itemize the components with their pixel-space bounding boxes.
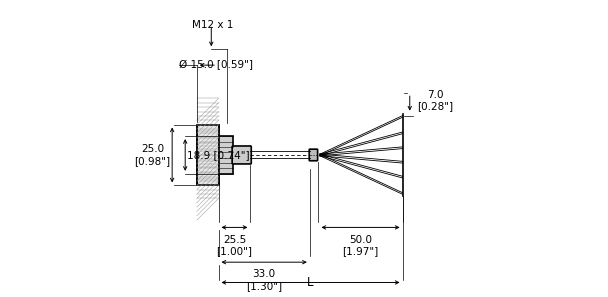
Text: 25.0
[0.98"]: 25.0 [0.98"] (134, 144, 171, 166)
Text: 33.0
[1.30"]: 33.0 [1.30"] (246, 269, 282, 291)
Text: 7.0
[0.28"]: 7.0 [0.28"] (417, 90, 453, 111)
Text: 18.9 [0.74"]: 18.9 [0.74"] (187, 150, 249, 160)
FancyBboxPatch shape (309, 149, 317, 161)
FancyBboxPatch shape (232, 146, 251, 164)
Text: 25.5
[1.00"]: 25.5 [1.00"] (216, 235, 252, 256)
Bar (218, 136, 233, 174)
Text: M12 x 1: M12 x 1 (193, 20, 234, 30)
Bar (197, 124, 218, 185)
Text: L: L (307, 276, 314, 289)
Bar (197, 124, 218, 185)
Text: 50.0
[1.97"]: 50.0 [1.97"] (342, 235, 379, 256)
Text: Ø 15.0 [0.59"]: Ø 15.0 [0.59"] (179, 60, 254, 70)
